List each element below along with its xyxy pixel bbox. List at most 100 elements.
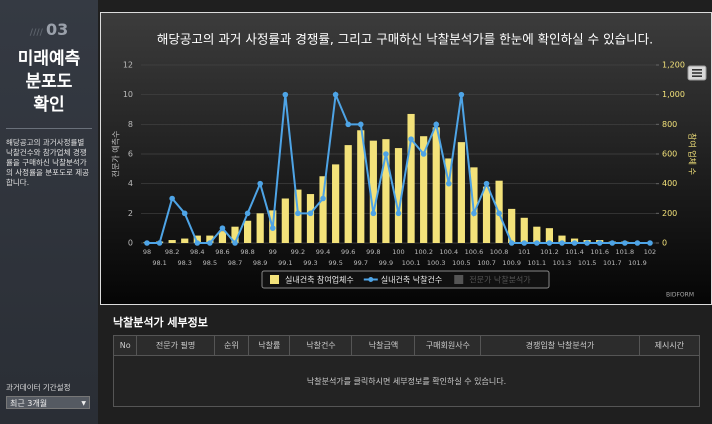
bar [545, 228, 553, 243]
point [357, 121, 364, 128]
point [571, 240, 578, 246]
point [207, 240, 213, 246]
point [181, 210, 188, 217]
point [156, 240, 163, 246]
point [194, 240, 201, 246]
legend-label: 실내건축 낙찰건수 [381, 275, 442, 285]
bar [344, 145, 352, 243]
bar [231, 226, 239, 243]
bar [206, 235, 214, 243]
x-tick-label: 101.3 [553, 259, 572, 267]
period-label: 과거데이터 기간설정 [6, 383, 71, 392]
legend-label: 전문가 낙찰분석가 [469, 275, 531, 285]
point [559, 240, 565, 246]
column-header: 제시시간 [638, 335, 701, 356]
menu-button[interactable] [687, 65, 707, 81]
bar [407, 113, 415, 243]
bar [520, 217, 528, 243]
y2-tick-label: 600 [662, 150, 677, 159]
column-header: No [112, 335, 138, 356]
x-tick-label: 101 [518, 248, 530, 256]
bar [181, 238, 189, 243]
point [332, 91, 339, 98]
chart: 해당공고의 과거 사정률과 경쟁률, 그리고 구매하신 낙찰분석가를 한눈에 확… [100, 12, 712, 305]
column-header: 낙찰금액 [351, 335, 416, 356]
bar [193, 235, 201, 243]
step-number: 03 [0, 20, 98, 39]
point [408, 136, 414, 142]
point [521, 240, 528, 246]
x-tick-label: 98.4 [190, 248, 204, 256]
y-tick-label: 10 [123, 90, 133, 99]
bar [281, 198, 289, 243]
x-tick-label: 99.6 [341, 248, 355, 256]
point [345, 121, 351, 128]
x-tick-label: 99 [269, 248, 277, 256]
y2-tick-label: 800 [662, 120, 677, 129]
x-tick-label: 100.9 [502, 259, 521, 267]
bar [332, 164, 340, 243]
y2-tick-label: 400 [662, 179, 677, 188]
point [634, 240, 641, 246]
y-tick-label: 12 [123, 61, 133, 70]
point [584, 240, 590, 246]
column-header: 전문가 필명 [136, 335, 215, 356]
bar [445, 158, 453, 243]
point [433, 121, 440, 128]
point [370, 210, 377, 217]
x-tick-label: 98.6 [215, 248, 229, 256]
bar [306, 194, 315, 243]
x-tick-label: 98.2 [165, 248, 179, 256]
bar [394, 148, 403, 243]
sidebar-title: 분포도 [25, 72, 73, 92]
point [534, 240, 540, 246]
x-tick-label: 99.4 [316, 248, 330, 256]
x-tick-label: 100.7 [477, 259, 496, 267]
point [647, 240, 653, 246]
y-tick-label: 0 [128, 239, 133, 248]
x-tick-label: 102 [644, 248, 656, 256]
bar [168, 240, 176, 243]
x-tick-label: 98.9 [253, 259, 267, 267]
column-header: 경쟁입찰 낙찰분석가 [480, 335, 640, 356]
period-select[interactable]: 최근 3개월 [6, 396, 90, 410]
empty-message: 낙찰분석가를 클릭하시면 세부정보를 확인하실 수 있습니다. [113, 355, 700, 407]
point [622, 240, 628, 246]
sidebar: 03 미래예측 분포도 확인 해당공고의 과거사정률별 낙찰건수와 참가업체 경… [0, 0, 98, 424]
column-header: 낙찰률 [248, 335, 291, 356]
point [496, 210, 502, 217]
y-axis-title: 전문가 예측수 [111, 131, 121, 178]
details-table: No 전문가 필명 순위 낙찰률 낙찰건수 낙찰금액 구매회원사수 경쟁입찰 낙찰분석가 제시시… [112, 335, 701, 407]
bar [508, 208, 516, 243]
point [420, 151, 427, 157]
point [458, 91, 465, 98]
x-tick-label: 99.3 [303, 259, 317, 267]
x-tick-label: 101.5 [578, 259, 597, 267]
point [257, 180, 263, 187]
x-tick-label: 101.4 [565, 248, 584, 256]
x-tick-label: 101.2 [540, 248, 559, 256]
point [546, 240, 553, 246]
legend-swatch [270, 275, 279, 284]
bar [256, 213, 264, 243]
sidebar-title: 미래예측 [17, 49, 81, 69]
x-tick-label: 101.9 [628, 259, 647, 267]
x-tick-label: 100.2 [414, 248, 433, 256]
bar [244, 220, 252, 243]
chart-title: 해당공고의 과거 사정률과 경쟁률, 그리고 구매하신 낙찰분석가를 한눈에 확… [157, 32, 653, 47]
x-tick-label: 98.5 [203, 259, 217, 267]
x-tick-label: 101.6 [590, 248, 609, 256]
column-header: 낙찰건수 [289, 335, 353, 356]
legend-swatch [454, 275, 464, 284]
x-tick-label: 100.5 [452, 259, 471, 267]
bar [294, 189, 302, 243]
x-tick-label: 100.8 [490, 248, 509, 256]
x-tick-label: 99.1 [278, 259, 292, 267]
y2-tick-label: 0 [662, 239, 667, 248]
bar [420, 136, 428, 243]
bar [482, 186, 491, 243]
credit: BIDFORM [666, 292, 694, 299]
x-tick-label: 100.4 [439, 248, 458, 256]
legend: 실내건축 참여업체수 실내건축 낙찰건수 전문가 낙찰분석가 [261, 270, 550, 289]
